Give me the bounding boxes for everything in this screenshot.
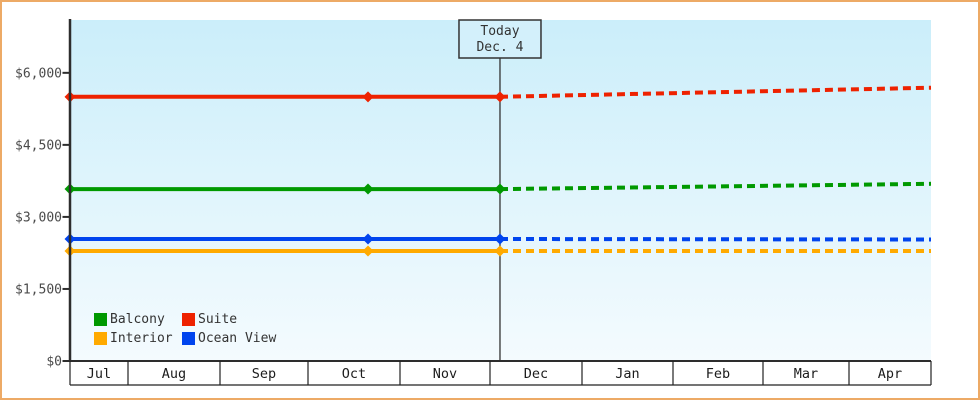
month-label-sep: Sep xyxy=(252,366,276,382)
y-tick-label: $4,500 xyxy=(15,138,62,153)
legend-swatch-interior xyxy=(94,332,107,345)
data-point-interior xyxy=(494,245,506,257)
legend-label-ocean-view: Ocean View xyxy=(198,331,277,346)
month-label-apr: Apr xyxy=(878,366,902,382)
legend-label-interior: Interior xyxy=(110,331,173,346)
data-point-interior xyxy=(362,245,374,257)
legend-item-interior: Interior xyxy=(94,329,182,348)
legend-swatch-suite xyxy=(182,313,195,326)
data-point-suite xyxy=(362,91,374,103)
series-projection-ocean-view xyxy=(499,237,932,242)
legend-label-suite: Suite xyxy=(198,312,238,327)
data-point-ocean-view xyxy=(494,233,506,245)
y-tick-label: $3,000 xyxy=(15,210,62,225)
y-tick-label: $6,000 xyxy=(15,66,62,81)
month-label-mar: Mar xyxy=(794,366,818,382)
data-point-balcony xyxy=(494,183,506,195)
series-projection-balcony xyxy=(499,181,932,192)
series-projection-suite xyxy=(499,85,932,99)
data-point-ocean-view xyxy=(362,233,374,245)
legend-item-suite: Suite xyxy=(182,310,276,329)
month-label-feb: Feb xyxy=(706,366,730,382)
legend-item-balcony: Balcony xyxy=(94,310,182,329)
legend: Balcony Suite Interior Ocean View xyxy=(94,310,276,348)
today-label-line1: Today xyxy=(480,24,519,39)
today-box xyxy=(458,19,542,59)
month-label-oct: Oct xyxy=(342,366,366,382)
month-label-dec: Dec xyxy=(524,366,548,382)
month-label-jan: Jan xyxy=(615,366,639,382)
month-label-jul: Jul xyxy=(87,366,111,382)
legend-swatch-ocean-view xyxy=(182,332,195,345)
month-row xyxy=(70,361,931,385)
legend-item-ocean-view: Ocean View xyxy=(182,329,276,348)
y-tick-label: $0 xyxy=(46,355,62,370)
month-label-nov: Nov xyxy=(433,366,457,382)
legend-label-balcony: Balcony xyxy=(110,312,165,327)
legend-swatch-balcony xyxy=(94,313,107,326)
month-label-aug: Aug xyxy=(162,366,186,382)
y-tick-label: $1,500 xyxy=(15,282,62,297)
today-label-line2: Dec. 4 xyxy=(476,40,523,55)
data-point-balcony xyxy=(362,183,374,195)
data-point-suite xyxy=(494,91,506,103)
